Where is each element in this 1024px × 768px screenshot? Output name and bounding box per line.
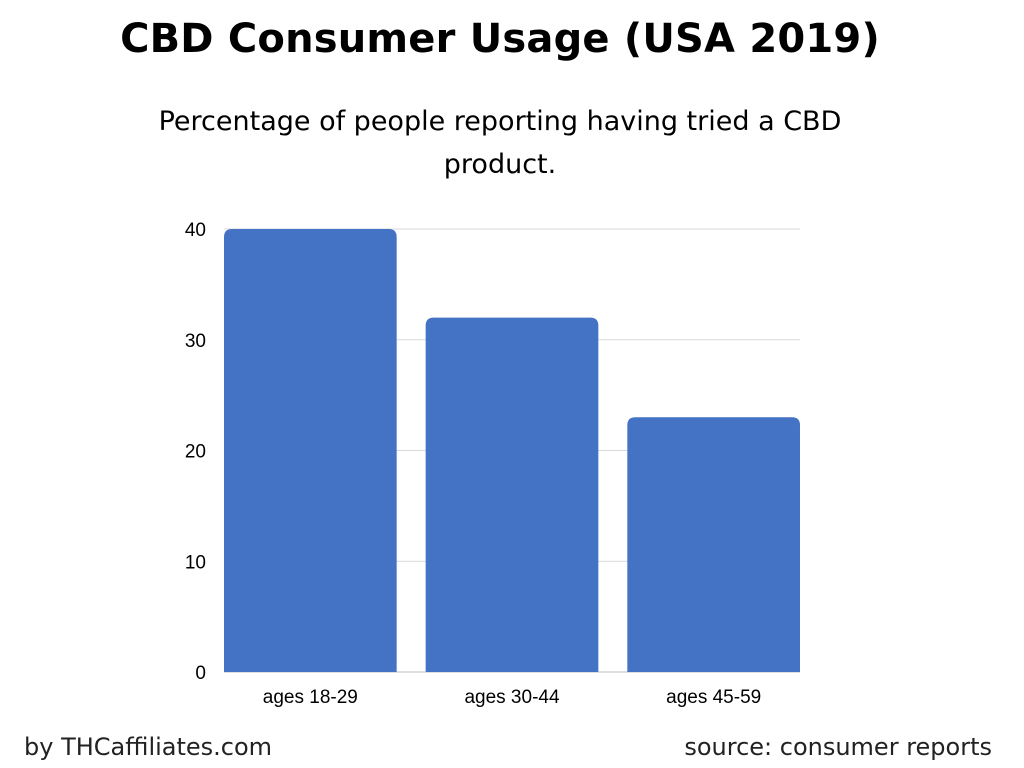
x-axis-categories: ages 18-29 ages 30-44 ages 45-59 [263,687,761,708]
x-category-label: ages 18-29 [263,687,358,708]
y-tick-label: 30 [185,331,206,352]
y-tick-label: 40 [185,220,206,241]
attribution: by THCaffiliates.com [24,733,273,761]
bars [224,229,800,672]
x-category-label: ages 30-44 [464,687,560,708]
bar-ages-45-59 [627,417,800,672]
y-tick-label: 20 [185,442,206,463]
y-axis-ticks: 0 10 20 30 40 [185,220,206,684]
y-tick-label: 10 [185,552,206,573]
chart-title: CBD Consumer Usage (USA 2019) [120,16,880,62]
bar-ages-18-29 [224,229,397,672]
x-category-label: ages 45-59 [666,687,761,708]
y-tick-label: 0 [195,663,206,684]
source-note: source: consumer reports [684,733,992,761]
bar-ages-30-44 [425,317,599,672]
chart-subtitle: Percentage of people reporting having tr… [158,106,842,180]
